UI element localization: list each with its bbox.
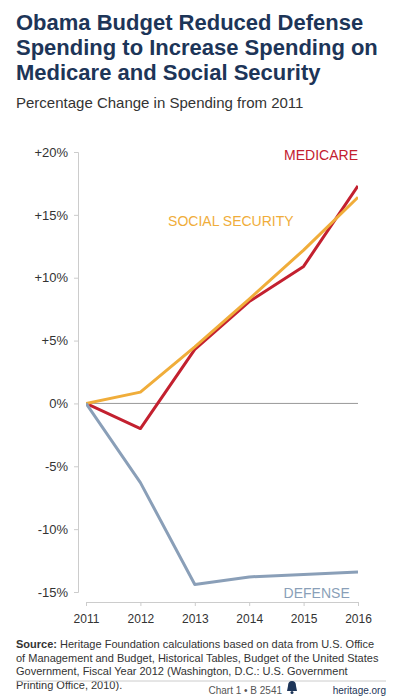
y-tick-mark: [74, 466, 78, 467]
source-label: Source:: [16, 638, 57, 650]
y-tick-label: -10%: [38, 522, 69, 537]
y-tick: +15%: [34, 208, 78, 223]
x-axis-line: [87, 603, 359, 607]
y-tick-mark: [74, 403, 78, 404]
series-label: MEDICARE: [284, 147, 358, 163]
y-tick: -5%: [45, 459, 78, 474]
x-tick: 2014: [236, 602, 263, 626]
footer-text: Chart 1 • B 2541: [208, 685, 282, 696]
y-tick-label: 0%: [49, 396, 68, 411]
footer-chart-id: Chart 1 • B 2541: [208, 685, 282, 696]
y-tick-mark: [74, 341, 78, 342]
plot-area: [86, 186, 358, 585]
y-axis-line: [74, 153, 79, 593]
y-tick: -15%: [38, 585, 78, 600]
x-tick-label: 2015: [291, 612, 318, 626]
y-tick-label: +20%: [34, 145, 68, 160]
x-tick-label: 2012: [128, 612, 155, 626]
x-tick: 2011: [74, 602, 100, 626]
y-tick-mark: [74, 529, 78, 530]
y-tick: +20%: [34, 145, 78, 160]
y-tick: +10%: [34, 270, 78, 285]
y-tick-mark: [74, 278, 78, 279]
series-line: [86, 186, 358, 429]
x-tick: 2013: [182, 602, 209, 626]
subtitle: Percentage Change in Spending from 2011: [16, 94, 386, 111]
bell-icon: [287, 681, 297, 694]
x-tick-mark: [249, 602, 250, 606]
y-tick-mark: [74, 215, 78, 216]
site: heritage.org: [333, 685, 386, 696]
y-tick-label: -15%: [38, 585, 69, 600]
y-tick-mark: [74, 152, 78, 153]
x-tick-mark: [358, 602, 359, 606]
x-tick: 2012: [128, 602, 155, 626]
source: Source: Heritage Foundation calculations…: [16, 638, 384, 692]
x-axis: 2011 2012 2013 2014 2015 2016: [74, 602, 373, 626]
x-tick-label: 2013: [182, 612, 209, 626]
y-tick-label: +5%: [42, 333, 69, 348]
source-text: Heritage Foundation calculations based o…: [16, 638, 378, 691]
x-tick-mark: [86, 602, 87, 606]
x-tick-mark: [304, 602, 305, 606]
x-tick-label: 2014: [236, 612, 263, 626]
x-tick-mark: [140, 602, 141, 606]
series-label: DEFENSE: [284, 585, 350, 601]
zero-line: [86, 403, 358, 404]
series-line: [86, 197, 358, 403]
y-tick-label: -5%: [45, 459, 69, 474]
series-label: SOCIAL SECURITY: [168, 213, 294, 229]
x-tick: 2015: [291, 602, 318, 626]
series-line: [86, 403, 358, 584]
y-tick-mark: [74, 592, 78, 593]
x-tick-label: 2011: [74, 612, 100, 626]
x-tick-mark: [195, 602, 196, 606]
chart: -15% -10% -5% 0% +5% +10% +15% +20% 2011 2012 2013…: [0, 0, 400, 700]
x-tick: 2016: [345, 602, 372, 626]
y-tick-label: +10%: [34, 270, 68, 285]
y-tick: -10%: [38, 522, 78, 537]
footer-rule: [16, 681, 386, 682]
y-tick-label: +15%: [34, 208, 68, 223]
y-axis: -15% -10% -5% 0% +5% +10% +15% +20%: [34, 145, 78, 600]
title: Obama Budget Reduced Defense Spending to…: [16, 10, 386, 85]
y-tick: 0%: [49, 396, 78, 411]
x-tick-label: 2016: [345, 612, 372, 626]
y-tick: +5%: [42, 333, 78, 348]
